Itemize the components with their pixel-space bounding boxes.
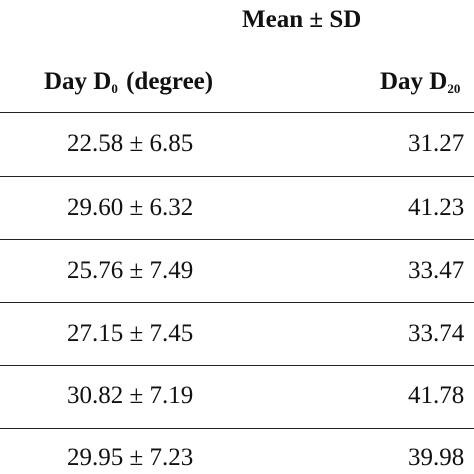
row-rule [0, 176, 474, 177]
row-rule [0, 365, 474, 366]
cell-day-d0: 29.95 ± 7.23 [67, 444, 194, 471]
cell-day-d0: 22.58 ± 6.85 [67, 130, 194, 157]
cell-day-d20: 39.98 [408, 444, 465, 471]
column-header-main: Day D [380, 68, 448, 95]
column-header-main: Day D [44, 68, 112, 95]
cell-day-d20: 41.23 [408, 194, 465, 221]
cell-day-d0: 25.76 ± 7.49 [67, 257, 194, 284]
column-header-subscript: 0 [111, 81, 118, 96]
cell-day-d20: 41.78 [408, 382, 465, 409]
cell-day-d20: 31.27 [408, 130, 465, 157]
cell-day-d0: 27.15 ± 7.45 [67, 320, 194, 347]
header-rule [0, 112, 474, 113]
cell-day-d0: 30.82 ± 7.19 [67, 382, 194, 409]
cell-day-d20: 33.74 [408, 320, 465, 347]
group-header-mean-sd: Mean ± SD [242, 6, 362, 33]
cell-day-d0: 29.60 ± 6.32 [67, 194, 194, 221]
column-header-unit: (degree) [119, 68, 214, 95]
column-header-day-d20: Day D20 [380, 68, 462, 97]
row-rule [0, 302, 474, 303]
column-header-subscript: 20 [447, 81, 461, 96]
row-rule [0, 239, 474, 240]
column-header-day-d0: Day D0 (degree) [44, 68, 213, 97]
row-rule [0, 428, 474, 429]
cell-day-d20: 33.47 [408, 257, 465, 284]
